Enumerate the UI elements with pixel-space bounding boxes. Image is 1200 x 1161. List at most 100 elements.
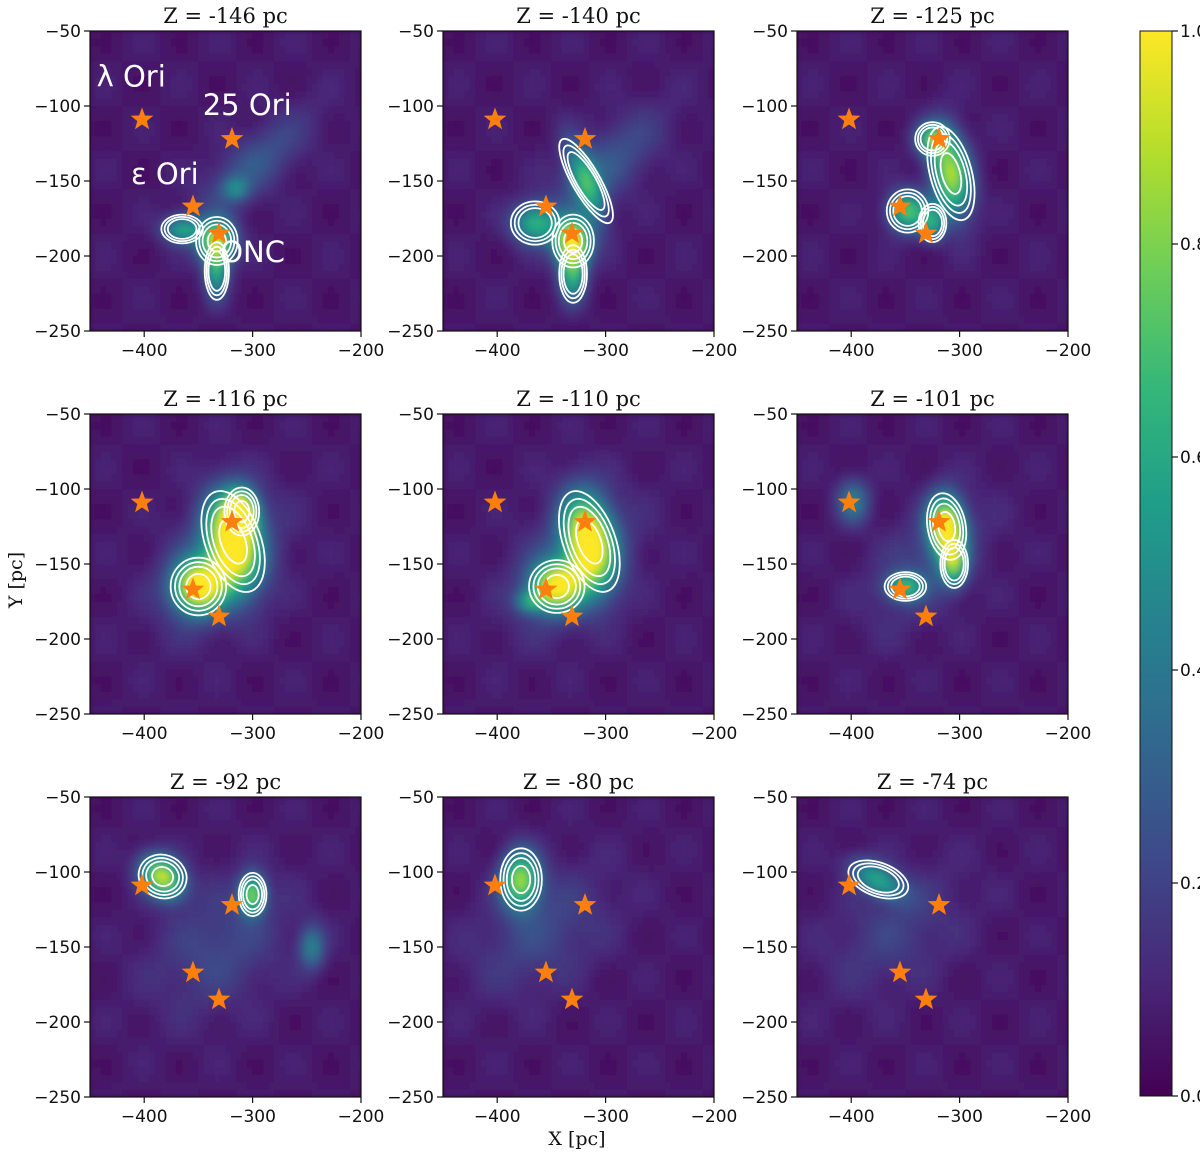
contour-line (145, 860, 181, 893)
contour-line (195, 216, 239, 266)
star-marker (888, 577, 912, 600)
star-marker (220, 893, 244, 915)
star-annotation: 25 Ori (203, 88, 292, 122)
panel-title: Z = -80 pc (523, 770, 634, 794)
star-marker (207, 221, 231, 244)
y-tick-label: −100 (34, 863, 81, 883)
colorbar-tick-label: 0.4 (1180, 661, 1200, 681)
contour-line (939, 539, 969, 589)
y-tick-label: −200 (34, 630, 81, 650)
star-marker (181, 960, 205, 983)
star-markers (130, 490, 244, 627)
contour-line (505, 857, 537, 902)
x-tick-label: −200 (691, 1107, 738, 1127)
star-marker (914, 604, 938, 627)
contour-line (228, 494, 255, 529)
star-marker (220, 510, 244, 532)
heatmap (90, 797, 361, 1097)
y-tick-label: −250 (741, 1088, 788, 1108)
contour-line (242, 878, 264, 911)
x-tick-label: −300 (582, 341, 629, 361)
heatmap (797, 31, 1068, 331)
contour-line (558, 244, 588, 304)
star-marker (483, 873, 507, 896)
y-tick-label: −200 (387, 247, 434, 267)
contour-line (207, 250, 227, 292)
x-tick-label: −400 (828, 1107, 875, 1127)
y-tick-label: −100 (387, 97, 434, 117)
y-tick-label: −200 (741, 247, 788, 267)
contours (883, 492, 969, 602)
star-marker (914, 221, 938, 244)
x-tick-label: −400 (828, 724, 875, 744)
star-marker (207, 987, 231, 1010)
x-tick-label: −200 (1045, 341, 1092, 361)
heatmap (443, 797, 714, 1097)
contour-line (567, 505, 612, 578)
contour-line (233, 500, 251, 523)
contour-line (562, 144, 610, 218)
panel: Z = -80 pc −400 −300 −200 −50 −100 −150 −200 −25… (387, 770, 737, 1127)
y-tick-label: −50 (398, 405, 434, 425)
star-markers (837, 873, 951, 1010)
y-tick-label: −50 (45, 22, 81, 42)
y-tick-label: −100 (387, 863, 434, 883)
contour-line (513, 203, 557, 243)
contour-line (926, 492, 968, 561)
star-marker (837, 873, 861, 896)
y-tick-label: −250 (387, 705, 434, 725)
star-marker (534, 960, 558, 983)
x-tick-label: −300 (229, 724, 276, 744)
y-tick-label: −50 (752, 405, 788, 425)
contour-line (166, 218, 198, 240)
star-marker (573, 510, 597, 532)
contours (509, 137, 614, 304)
contour-line (245, 884, 260, 905)
y-tick-label: −200 (387, 1013, 434, 1033)
y-tick-label: −100 (741, 863, 788, 883)
star-markers (483, 490, 597, 627)
x-tick-label: −300 (582, 724, 629, 744)
contour-line (922, 208, 943, 238)
contour-line (558, 490, 621, 593)
x-tick-label: −400 (474, 341, 521, 361)
contour-line (941, 542, 967, 586)
x-tick-label: −400 (121, 341, 168, 361)
star-marker (573, 127, 597, 149)
contours (137, 853, 268, 918)
contour-line (919, 205, 946, 241)
panel: Z = -74 pc −400 −300 −200 −50 −100 −150 −200 −25… (741, 770, 1091, 1127)
contour-line (502, 852, 540, 907)
contour-line (169, 556, 228, 617)
heatmap (443, 31, 714, 331)
star-marker (181, 194, 205, 217)
star-marker (888, 194, 912, 217)
star-marker (130, 107, 154, 130)
y-tick-label: −250 (387, 322, 434, 342)
contour-line (528, 559, 586, 614)
panel-title: Z = -74 pc (877, 770, 988, 794)
contour-line (210, 505, 256, 578)
y-tick-label: −200 (741, 1013, 788, 1033)
star-marker (207, 604, 231, 627)
contour-line (566, 151, 606, 211)
x-tick-label: −300 (582, 1107, 629, 1127)
y-tick-label: −100 (34, 97, 81, 117)
y-tick-label: −100 (741, 97, 788, 117)
y-tick-label: −50 (45, 405, 81, 425)
star-annotation: λ Ori (97, 60, 166, 94)
star-marker (888, 960, 912, 983)
star-marker (560, 221, 584, 244)
star-marker (914, 987, 938, 1010)
y-tick-label: −250 (34, 1088, 81, 1108)
contour-line (499, 847, 543, 912)
x-tick-label: −300 (229, 341, 276, 361)
star-marker (573, 893, 597, 915)
colorbar-tick-label: 1.0 (1180, 22, 1200, 42)
contour-line (532, 563, 582, 610)
y-tick-label: −150 (387, 172, 434, 192)
y-tick-label: −250 (34, 705, 81, 725)
y-tick-label: −200 (34, 1013, 81, 1033)
panel-title: Z = -116 pc (163, 387, 288, 411)
y-tick-label: −150 (741, 172, 788, 192)
